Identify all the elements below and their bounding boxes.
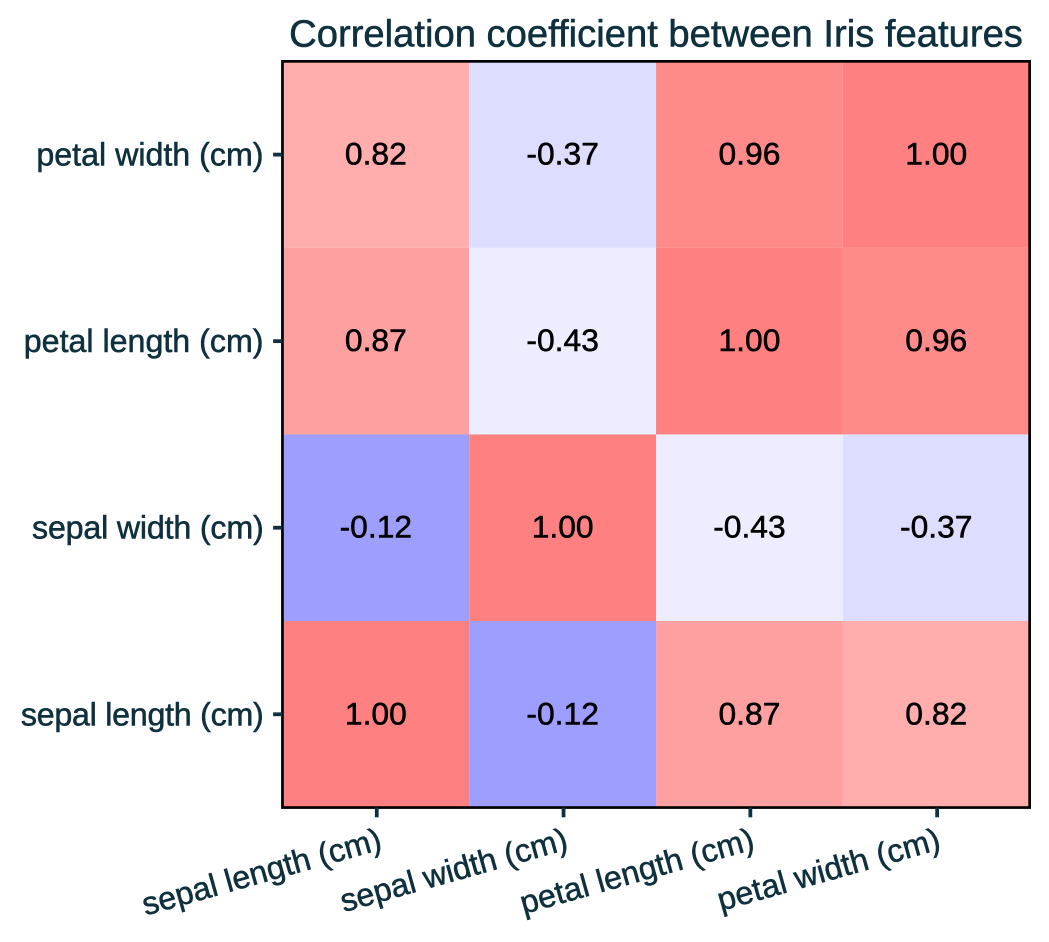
svg-text:petal length (cm): petal length (cm) <box>24 323 264 359</box>
svg-text:0.87: 0.87 <box>719 695 781 731</box>
svg-text:Correlation coefficient betwee: Correlation coefficient between Iris fea… <box>289 13 1023 56</box>
svg-text:-0.37: -0.37 <box>900 509 972 545</box>
svg-text:0.96: 0.96 <box>905 322 967 358</box>
svg-text:sepal width (cm): sepal width (cm) <box>32 510 263 546</box>
svg-text:1.00: 1.00 <box>345 695 407 731</box>
svg-text:0.87: 0.87 <box>345 322 407 358</box>
svg-text:-0.43: -0.43 <box>713 509 785 545</box>
svg-text:1.00: 1.00 <box>532 509 594 545</box>
svg-text:0.82: 0.82 <box>905 695 967 731</box>
svg-text:-0.37: -0.37 <box>526 136 598 172</box>
svg-text:0.96: 0.96 <box>719 136 781 172</box>
svg-text:1.00: 1.00 <box>719 322 781 358</box>
svg-text:petal width (cm): petal width (cm) <box>36 137 263 173</box>
svg-text:-0.12: -0.12 <box>526 695 598 731</box>
svg-text:sepal length (cm): sepal length (cm) <box>21 696 264 732</box>
svg-text:1.00: 1.00 <box>905 136 967 172</box>
svg-text:-0.43: -0.43 <box>526 322 598 358</box>
svg-text:0.82: 0.82 <box>345 136 407 172</box>
svg-text:-0.12: -0.12 <box>340 509 412 545</box>
